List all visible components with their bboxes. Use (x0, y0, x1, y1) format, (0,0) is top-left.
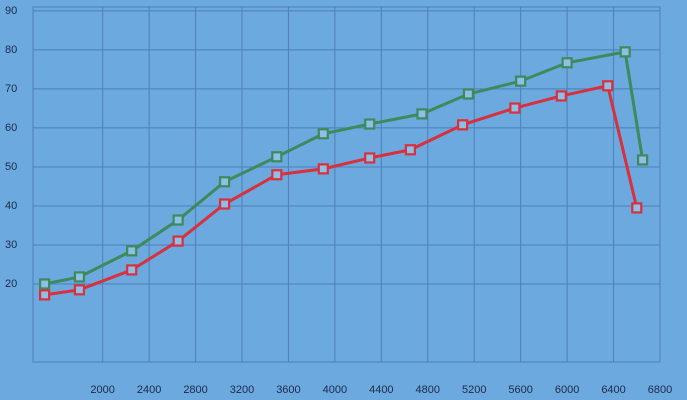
x-tick-label: 2800 (183, 384, 207, 396)
x-tick-label: 3600 (276, 384, 300, 396)
marker (636, 154, 649, 166)
y-tick-label: 50 (5, 161, 17, 173)
marker (631, 202, 643, 214)
y-tick-label: 30 (5, 239, 17, 251)
marker (126, 245, 138, 257)
x-tick-label: 6800 (648, 384, 672, 396)
marker (39, 289, 51, 301)
x-tick-label: 4400 (369, 384, 393, 396)
marker (126, 264, 138, 276)
marker (317, 163, 329, 175)
marker (416, 108, 428, 120)
x-tick-label: 3200 (230, 384, 254, 396)
marker (172, 235, 184, 247)
marker (457, 119, 469, 131)
x-tick-label: 4800 (416, 384, 440, 396)
marker (509, 102, 521, 114)
y-tick-label: 80 (5, 44, 17, 56)
x-tick-label: 6000 (555, 384, 579, 396)
marker (555, 90, 567, 102)
x-tick-label: 6400 (601, 384, 625, 396)
marker (39, 278, 51, 290)
x-tick-label: 5600 (508, 384, 532, 396)
y-tick-label: 40 (5, 200, 17, 212)
marker (73, 284, 86, 296)
y-tick-label: 20 (5, 278, 17, 290)
y-tick-label: 60 (5, 122, 17, 134)
marker (602, 80, 614, 92)
marker (561, 57, 573, 69)
series-line (44, 50, 645, 286)
marker (73, 271, 86, 283)
marker (404, 144, 416, 156)
marker (218, 176, 231, 188)
marker (364, 118, 376, 130)
marker (515, 75, 527, 87)
x-tick-label: 5200 (462, 384, 486, 396)
marker (462, 88, 475, 100)
x-tick-label: 2400 (137, 384, 161, 396)
y-tick-label: 70 (5, 83, 17, 95)
marker (218, 198, 231, 210)
x-tick-label: 2000 (90, 384, 114, 396)
marker (317, 128, 329, 140)
marker (271, 151, 283, 163)
y-tick-label: 90 (5, 5, 17, 17)
marker (172, 214, 184, 226)
series-line (44, 84, 639, 297)
x-tick-label: 4000 (323, 384, 347, 396)
marker (364, 152, 376, 164)
marker (619, 46, 631, 58)
marker (271, 169, 283, 181)
